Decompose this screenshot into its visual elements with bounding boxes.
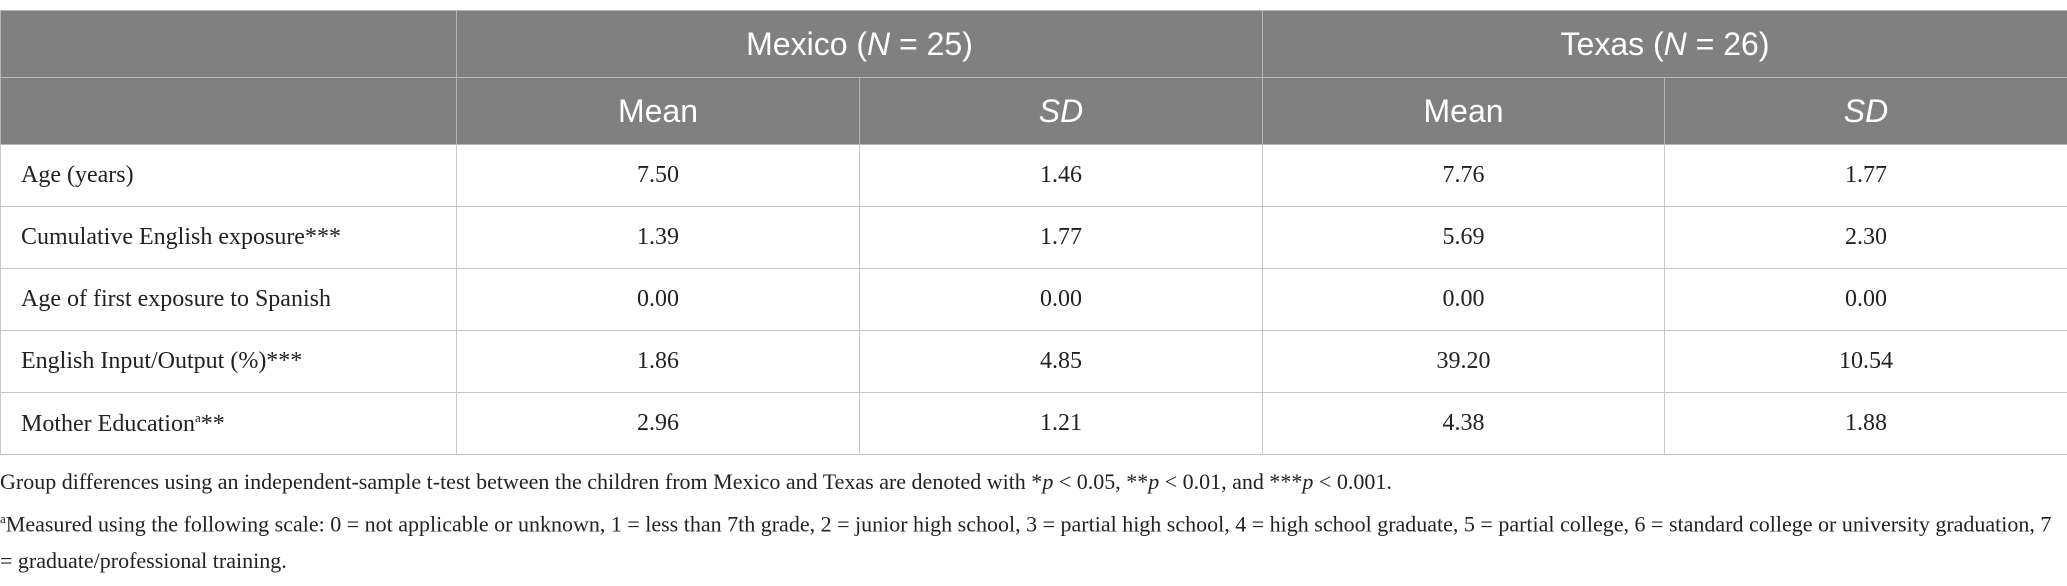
text-segment: < 0.01, and *** xyxy=(1159,469,1303,494)
table-cell: 4.85 xyxy=(858,330,1264,393)
table-cell: 1.77 xyxy=(858,206,1264,269)
text-segment: Mean xyxy=(1423,92,1504,129)
group-header-row: Mexico (N = 25) Texas (N = 26) xyxy=(0,10,2067,78)
table-cell: 1.21 xyxy=(858,392,1264,455)
table-cell: 2.30 xyxy=(1664,206,2067,269)
text-segment: < 0.05, ** xyxy=(1053,469,1149,494)
sub-header: Mean xyxy=(456,77,860,145)
table-cell: 0.00 xyxy=(1262,268,1666,331)
text-segment: a xyxy=(0,511,6,526)
text-segment: SD xyxy=(1843,92,1889,129)
text-segment: SD xyxy=(1038,92,1084,129)
text-segment: N xyxy=(1663,25,1687,62)
data-table: Mexico (N = 25) Texas (N = 26) Mean SD Mean… xyxy=(0,10,2067,455)
sub-header: SD xyxy=(858,77,1264,145)
sub-header: SD xyxy=(1664,77,2067,145)
table-cell: 10.54 xyxy=(1664,330,2067,393)
table-cell: 7.76 xyxy=(1262,144,1666,207)
table-cell: 1.88 xyxy=(1664,392,2067,455)
text-segment: = 26) xyxy=(1686,25,1770,62)
text-segment: Cumulative English exposure*** xyxy=(21,224,341,250)
text-segment: Mean xyxy=(617,92,699,129)
notes: Group differences using an independent-s… xyxy=(0,463,2067,579)
text-segment: Age of first exposure to Spanish xyxy=(21,286,331,312)
table-cell: 5.69 xyxy=(1262,206,1666,269)
table-cell: 7.50 xyxy=(456,144,860,207)
note: aMeasured using the following scale: 0 =… xyxy=(0,500,2067,579)
text-segment: = 25) xyxy=(890,25,973,62)
text-segment: a xyxy=(194,409,201,425)
table-cell: 1.77 xyxy=(1664,144,2067,207)
table-cell: 1.46 xyxy=(858,144,1264,207)
text-segment: p xyxy=(1148,469,1160,494)
table-row: Age (years) 7.50 1.46 7.76 1.77 xyxy=(0,144,2067,207)
table-cell: 4.38 xyxy=(1262,392,1666,455)
row-label: Age of first exposure to Spanish xyxy=(0,268,457,331)
note: Group differences using an independent-s… xyxy=(0,463,2067,500)
blank-header xyxy=(0,77,457,145)
row-label: Cumulative English exposure*** xyxy=(0,206,457,269)
group-header: Mexico (N = 25) xyxy=(455,10,1264,78)
table-cell: 1.39 xyxy=(456,206,860,269)
text-segment: ** xyxy=(200,410,225,437)
blank-header xyxy=(0,10,457,78)
table-cell: 0.00 xyxy=(1664,268,2067,331)
text-segment: Mother Education xyxy=(21,410,195,437)
row-label: Age (years) xyxy=(0,144,457,207)
table-cell: 1.86 xyxy=(456,330,860,393)
row-label: Mother Educationa** xyxy=(0,392,457,455)
text-segment: English Input/Output (%)*** xyxy=(21,348,303,374)
text-segment: p xyxy=(1042,469,1054,494)
text-segment: Age (years) xyxy=(21,162,134,188)
table-row: English Input/Output (%)*** 1.86 4.85 39.20… xyxy=(0,330,2067,393)
table-row: Age of first exposure to Spanish 0.00 0.00… xyxy=(0,268,2067,331)
text-segment: Mexico ( xyxy=(746,25,868,62)
table-cell: 0.00 xyxy=(858,268,1264,331)
table-row: Cumulative English exposure*** 1.39 1.77 5.… xyxy=(0,206,2067,269)
table-cell: 39.20 xyxy=(1262,330,1666,393)
text-segment: Group differences using an independent-s… xyxy=(0,469,1043,494)
group-header: Texas (N = 26) xyxy=(1262,10,2067,78)
text-segment: < 0.001. xyxy=(1313,469,1392,494)
table-cell: 2.96 xyxy=(456,392,860,455)
row-label: English Input/Output (%)*** xyxy=(0,330,457,393)
text-segment: N xyxy=(867,25,891,62)
table-row: Mother Educationa** 2.96 1.21 4.38 1.88 xyxy=(0,392,2067,455)
sub-header-row: Mean SD Mean SD xyxy=(0,77,2067,145)
text-segment: Texas ( xyxy=(1560,25,1664,62)
sub-header: Mean xyxy=(1262,77,1666,145)
text-segment: p xyxy=(1302,469,1314,494)
table-cell: 0.00 xyxy=(456,268,860,331)
text-segment: Measured using the following scale: 0 = … xyxy=(0,511,2052,574)
